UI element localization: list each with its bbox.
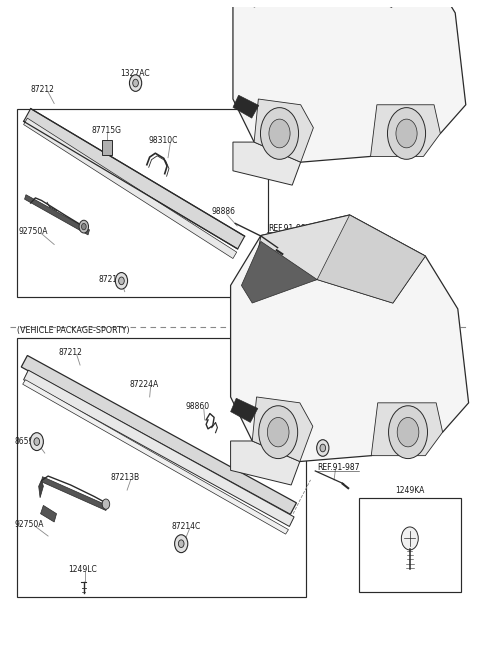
Text: 92750A: 92750A [19, 227, 48, 236]
Text: REF.91-987: REF.91-987 [268, 224, 311, 233]
Text: 87214C: 87214C [172, 522, 201, 531]
Polygon shape [371, 105, 440, 156]
Polygon shape [233, 142, 300, 185]
Circle shape [175, 534, 188, 553]
Polygon shape [317, 215, 425, 303]
Circle shape [267, 417, 289, 447]
Polygon shape [254, 0, 423, 7]
Text: 87212: 87212 [31, 85, 55, 94]
Circle shape [401, 527, 418, 550]
Text: 98310C: 98310C [148, 136, 178, 145]
Text: 87219C: 87219C [99, 275, 128, 284]
Polygon shape [233, 95, 259, 118]
Circle shape [387, 107, 426, 159]
Polygon shape [371, 403, 443, 456]
Circle shape [259, 406, 298, 458]
Polygon shape [230, 215, 468, 462]
Polygon shape [41, 477, 108, 510]
Polygon shape [254, 99, 313, 162]
Text: 87224A: 87224A [130, 380, 159, 389]
Polygon shape [21, 355, 297, 514]
Text: 87715G: 87715G [92, 126, 122, 135]
Circle shape [82, 223, 86, 230]
Text: 98860: 98860 [186, 402, 210, 411]
Polygon shape [39, 480, 43, 498]
Circle shape [34, 437, 40, 445]
Text: (VEHICLE PACKAGE-SPORTY): (VEHICLE PACKAGE-SPORTY) [16, 326, 129, 335]
Circle shape [119, 277, 124, 284]
Text: 87213B: 87213B [110, 473, 140, 482]
Circle shape [397, 417, 419, 447]
Bar [359, 498, 461, 592]
Polygon shape [243, 0, 318, 7]
Text: 1249KA: 1249KA [369, 501, 398, 510]
Circle shape [269, 119, 290, 148]
Text: 1249KA: 1249KA [395, 486, 424, 495]
Circle shape [30, 433, 43, 450]
Circle shape [261, 107, 299, 159]
Circle shape [388, 406, 428, 458]
Text: 1249LC: 1249LC [68, 564, 97, 574]
Text: 1327AC: 1327AC [327, 441, 357, 450]
Polygon shape [233, 0, 466, 162]
Text: 86593A: 86593A [14, 437, 44, 446]
Polygon shape [24, 118, 237, 258]
Bar [16, 109, 268, 297]
Polygon shape [230, 441, 300, 485]
Circle shape [79, 220, 88, 233]
Text: 87212: 87212 [59, 348, 83, 357]
Circle shape [396, 119, 417, 148]
Bar [16, 339, 306, 596]
Polygon shape [24, 109, 245, 249]
Polygon shape [230, 398, 258, 422]
Polygon shape [24, 370, 294, 527]
Circle shape [179, 540, 184, 547]
Text: REF.91-987: REF.91-987 [318, 463, 360, 471]
Circle shape [130, 75, 142, 91]
Text: 1327AC: 1327AC [120, 69, 150, 78]
Text: 98886: 98886 [212, 208, 236, 216]
Polygon shape [252, 397, 313, 462]
Circle shape [320, 444, 325, 452]
Polygon shape [24, 195, 89, 235]
Polygon shape [241, 242, 317, 303]
Polygon shape [40, 505, 57, 522]
Bar [102, 141, 111, 154]
Text: 92750A: 92750A [14, 520, 44, 529]
Polygon shape [252, 215, 425, 303]
Circle shape [317, 439, 329, 456]
Circle shape [115, 273, 128, 289]
Polygon shape [23, 380, 288, 534]
Polygon shape [318, 0, 423, 7]
Circle shape [133, 79, 138, 87]
Circle shape [102, 499, 110, 509]
